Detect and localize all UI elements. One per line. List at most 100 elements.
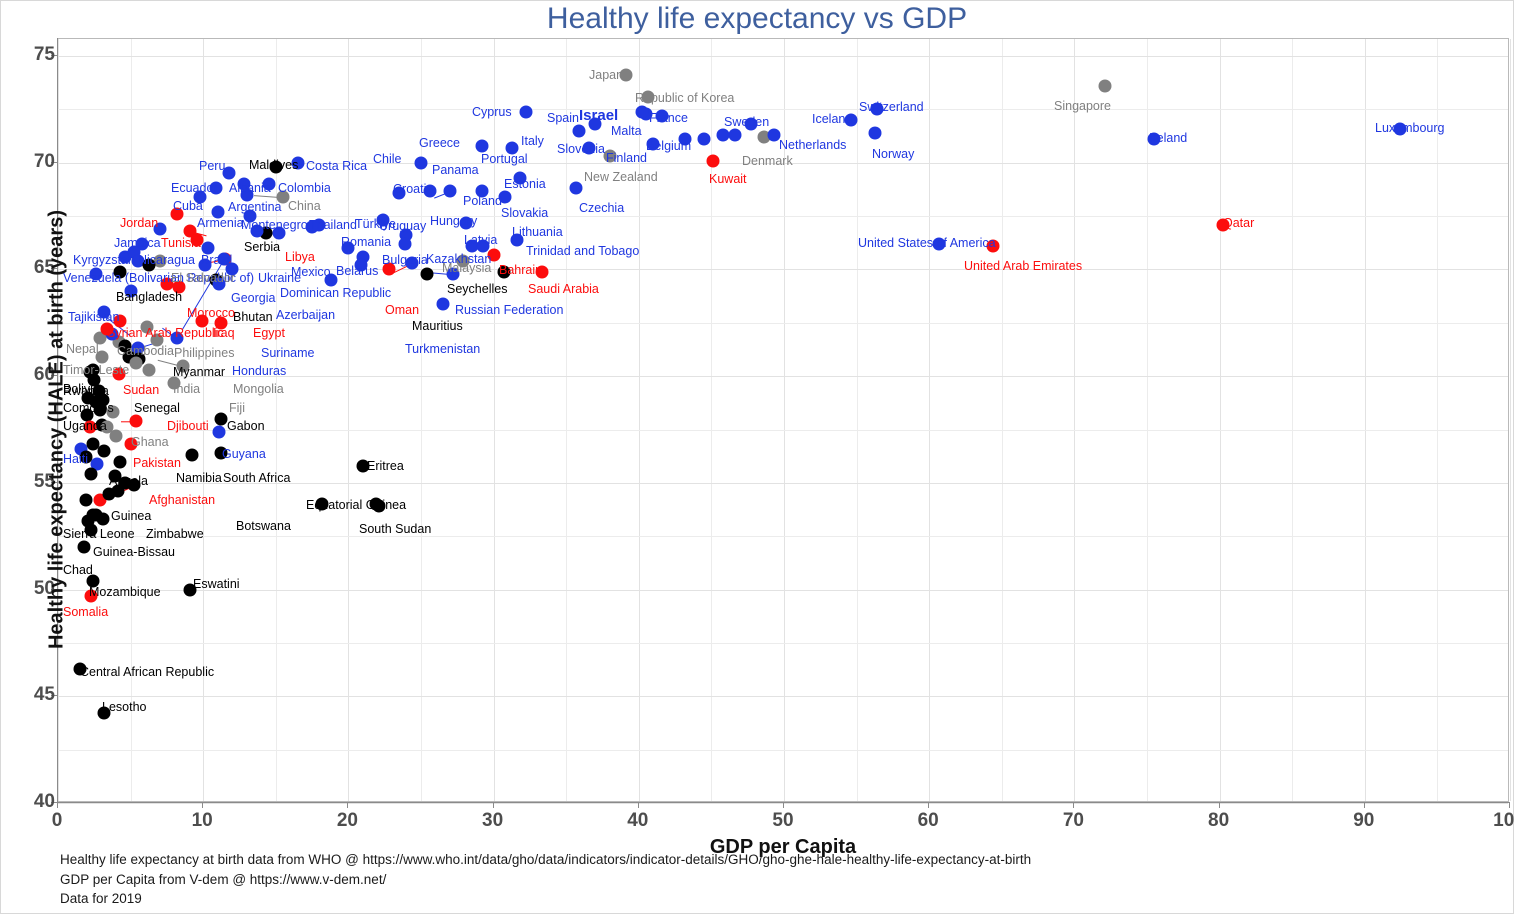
scatter-point[interactable]: [225, 262, 239, 276]
scatter-point[interactable]: [211, 205, 225, 219]
scatter-point[interactable]: [84, 467, 98, 481]
scatter-point[interactable]: [305, 220, 319, 234]
scatter-point[interactable]: [354, 258, 368, 272]
scatter-point[interactable]: [100, 322, 114, 336]
scatter-point[interactable]: [81, 514, 95, 528]
scatter-point[interactable]: [131, 341, 145, 355]
scatter-point[interactable]: [459, 216, 473, 230]
scatter-point[interactable]: [582, 141, 596, 155]
scatter-point[interactable]: [209, 181, 223, 195]
scatter-point[interactable]: [153, 222, 167, 236]
scatter-point[interactable]: [436, 297, 450, 311]
scatter-point[interactable]: [86, 437, 100, 451]
scatter-point[interactable]: [193, 190, 207, 204]
scatter-point[interactable]: [603, 149, 617, 163]
scatter-point[interactable]: [250, 224, 264, 238]
scatter-point[interactable]: [588, 117, 602, 131]
scatter-point[interactable]: [356, 459, 370, 473]
scatter-point[interactable]: [262, 177, 276, 191]
scatter-point[interactable]: [112, 367, 126, 381]
scatter-point[interactable]: [240, 188, 254, 202]
scatter-point[interactable]: [535, 265, 549, 279]
scatter-point[interactable]: [1098, 79, 1112, 93]
scatter-point[interactable]: [767, 128, 781, 142]
scatter-point[interactable]: [641, 90, 654, 104]
scatter-point[interactable]: [89, 395, 103, 409]
scatter-point[interactable]: [757, 130, 771, 144]
scatter-point[interactable]: [376, 213, 390, 227]
scatter-point[interactable]: [212, 277, 226, 291]
scatter-point[interactable]: [1393, 122, 1407, 136]
scatter-point[interactable]: [456, 254, 470, 268]
scatter-point[interactable]: [150, 333, 164, 347]
scatter-point[interactable]: [706, 154, 720, 168]
scatter-point[interactable]: [172, 280, 186, 294]
scatter-point[interactable]: [118, 476, 132, 490]
scatter-point[interactable]: [185, 448, 199, 462]
scatter-point[interactable]: [420, 267, 434, 281]
scatter-point[interactable]: [392, 186, 406, 200]
scatter-point[interactable]: [569, 181, 583, 195]
scatter-point[interactable]: [697, 132, 711, 146]
scatter-point[interactable]: [135, 237, 149, 251]
scatter-point[interactable]: [423, 184, 437, 198]
scatter-point[interactable]: [243, 209, 257, 223]
scatter-point[interactable]: [398, 237, 412, 251]
scatter-point[interactable]: [89, 267, 103, 281]
scatter-point[interactable]: [341, 241, 355, 255]
scatter-point[interactable]: [87, 373, 101, 387]
scatter-point[interactable]: [744, 117, 758, 131]
scatter-point[interactable]: [190, 233, 204, 247]
scatter-point[interactable]: [212, 425, 226, 439]
scatter-point[interactable]: [86, 574, 100, 588]
scatter-point[interactable]: [96, 512, 110, 526]
scatter-point[interactable]: [932, 237, 946, 251]
scatter-point[interactable]: [475, 184, 489, 198]
scatter-point[interactable]: [109, 429, 123, 443]
scatter-point[interactable]: [443, 184, 457, 198]
scatter-point[interactable]: [276, 190, 290, 204]
scatter-point[interactable]: [572, 124, 586, 138]
scatter-point[interactable]: [446, 267, 460, 281]
scatter-point[interactable]: [498, 190, 512, 204]
scatter-point[interactable]: [1216, 218, 1229, 232]
scatter-point[interactable]: [160, 277, 174, 291]
scatter-point[interactable]: [176, 359, 190, 372]
scatter-point[interactable]: [505, 141, 519, 155]
scatter-point[interactable]: [217, 252, 231, 266]
scatter-point[interactable]: [870, 102, 884, 116]
scatter-point[interactable]: [108, 469, 122, 483]
scatter-point[interactable]: [97, 706, 111, 720]
scatter-point[interactable]: [655, 109, 669, 123]
scatter-point[interactable]: [269, 160, 283, 174]
scatter-point[interactable]: [131, 254, 145, 268]
scatter-point[interactable]: [728, 128, 742, 142]
scatter-point[interactable]: [83, 420, 97, 434]
scatter-point[interactable]: [97, 305, 111, 319]
scatter-point[interactable]: [1147, 132, 1161, 146]
scatter-point[interactable]: [201, 241, 215, 255]
scatter-point[interactable]: [113, 265, 127, 279]
scatter-point[interactable]: [129, 356, 143, 370]
scatter-point[interactable]: [167, 376, 181, 390]
scatter-point[interactable]: [465, 239, 479, 253]
scatter-point[interactable]: [414, 156, 428, 170]
scatter-point[interactable]: [487, 248, 501, 262]
scatter-point[interactable]: [475, 139, 489, 153]
scatter-point[interactable]: [97, 444, 111, 458]
scatter-point[interactable]: [73, 662, 87, 676]
scatter-point[interactable]: [90, 457, 104, 471]
scatter-point[interactable]: [646, 137, 660, 151]
scatter-point[interactable]: [405, 256, 419, 270]
scatter-point[interactable]: [214, 446, 228, 460]
scatter-point[interactable]: [619, 68, 633, 82]
scatter-point[interactable]: [140, 320, 154, 334]
scatter-point[interactable]: [315, 497, 329, 511]
scatter-point[interactable]: [476, 239, 490, 253]
scatter-point[interactable]: [272, 226, 286, 240]
scatter-point[interactable]: [79, 493, 93, 507]
scatter-point[interactable]: [198, 258, 212, 272]
scatter-point[interactable]: [382, 262, 396, 276]
scatter-point[interactable]: [77, 540, 91, 554]
scatter-point[interactable]: [237, 177, 251, 191]
